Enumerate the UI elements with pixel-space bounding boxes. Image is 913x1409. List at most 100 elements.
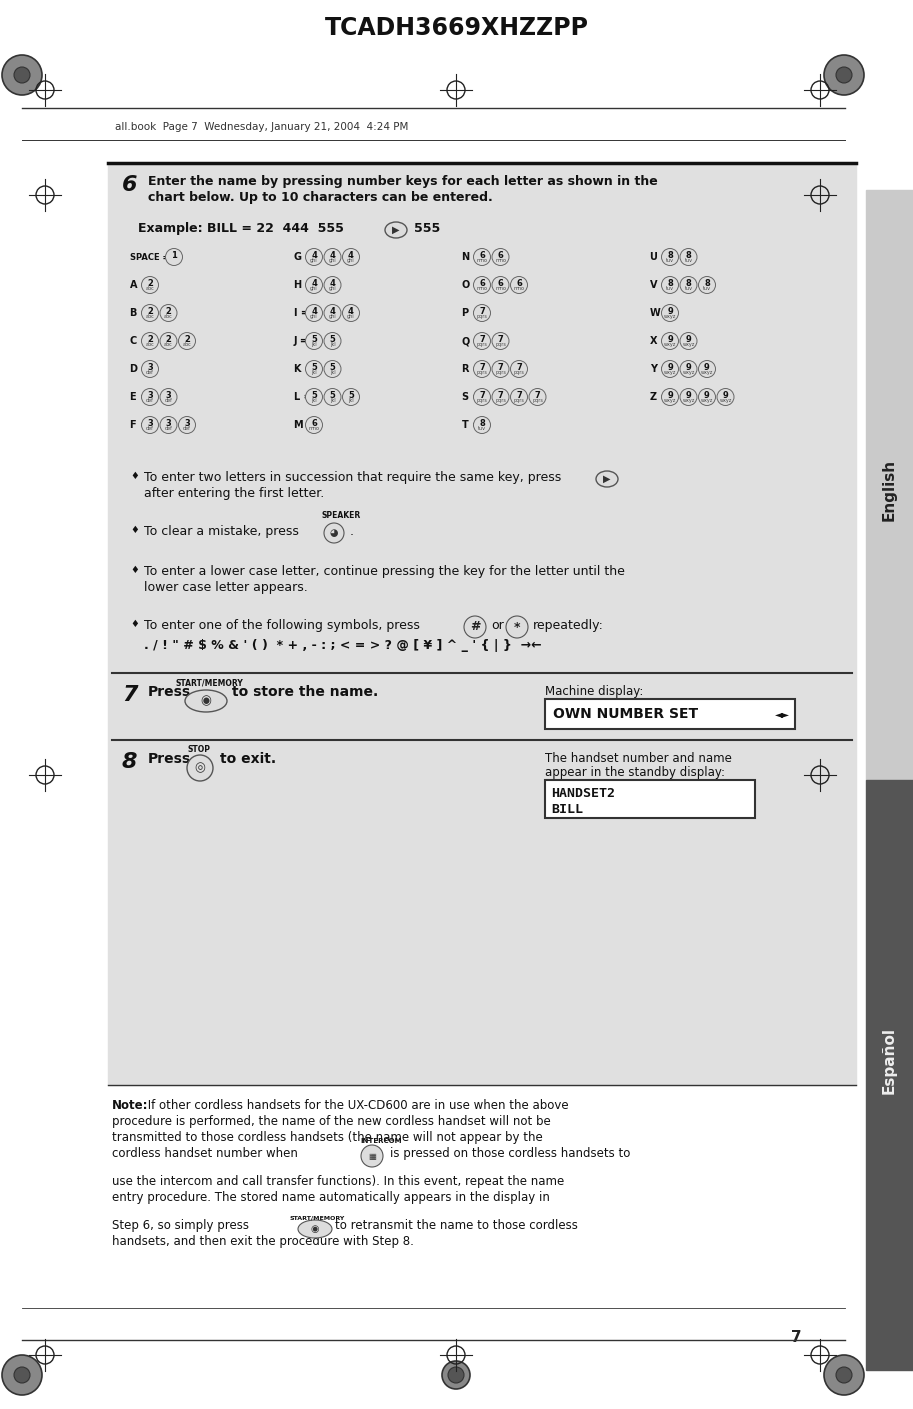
Text: 2: 2 [147,307,153,316]
Text: 7: 7 [479,392,485,400]
Text: 8: 8 [686,279,691,287]
Text: Press: Press [148,685,191,699]
Text: BILL: BILL [551,803,583,816]
Text: 4: 4 [311,307,317,316]
Text: D =: D = [130,364,150,373]
Circle shape [324,333,341,349]
Circle shape [306,417,322,434]
Text: P =: P = [462,309,480,318]
Text: 8: 8 [704,279,710,287]
Text: def: def [164,426,173,431]
Circle shape [680,361,697,378]
Text: If other cordless handsets for the UX-CD600 are in use when the above: If other cordless handsets for the UX-CD… [144,1099,569,1112]
Circle shape [160,417,177,434]
Text: pqrs: pqrs [495,371,506,375]
Text: 3: 3 [147,418,152,428]
Circle shape [492,361,509,378]
Text: G =: G = [294,252,313,262]
Text: Enter the name by pressing number keys for each letter as shown in the: Enter the name by pressing number keys f… [148,175,657,187]
Text: 2: 2 [165,335,172,344]
Circle shape [510,361,528,378]
Circle shape [717,389,734,406]
Text: to retransmit the name to those cordless: to retransmit the name to those cordless [335,1219,578,1231]
Text: wxyz: wxyz [701,397,713,403]
Circle shape [342,389,360,406]
Text: 6: 6 [498,251,503,261]
Text: abc: abc [183,342,192,347]
Text: SPEAKER: SPEAKER [322,511,362,520]
Bar [866,781,913,1370]
Text: ♦: ♦ [130,565,139,575]
Text: ghi: ghi [347,258,355,263]
Circle shape [306,248,322,265]
Text: ghi: ghi [310,258,318,263]
Circle shape [324,389,341,406]
Text: 9: 9 [722,392,729,400]
Text: 3: 3 [165,392,172,400]
Text: procedure is performed, the name of the new cordless handset will not be: procedure is performed, the name of the … [112,1115,551,1129]
Text: Example: BILL = 22  444  555: Example: BILL = 22 444 555 [138,223,344,235]
Text: pqrs: pqrs [477,314,488,318]
Text: 4: 4 [330,279,335,287]
Circle shape [179,333,195,349]
Text: handsets, and then exit the procedure with Step 8.: handsets, and then exit the procedure wi… [112,1236,414,1248]
Text: ghi: ghi [310,286,318,292]
Ellipse shape [385,223,407,238]
Text: 9: 9 [667,364,673,372]
Text: pqrs: pqrs [495,342,506,347]
Text: jkl: jkl [311,371,317,375]
Text: appear in the standby display:: appear in the standby display: [545,766,725,779]
Circle shape [160,389,177,406]
Circle shape [142,361,159,378]
Text: R =: R = [462,364,481,373]
Text: pqrs: pqrs [477,397,488,403]
Text: ghi: ghi [329,286,336,292]
Circle shape [492,276,509,293]
Bar [108,163,856,1085]
Text: wxyz: wxyz [664,371,677,375]
Text: def: def [146,397,154,403]
Circle shape [698,276,716,293]
Text: ghi: ghi [329,314,336,318]
Circle shape [662,276,678,293]
Text: 5: 5 [330,392,335,400]
Text: 5: 5 [311,392,317,400]
Text: 6: 6 [122,175,138,194]
Circle shape [306,389,322,406]
Text: OWN NUMBER SET: OWN NUMBER SET [553,707,698,721]
Circle shape [474,276,490,293]
Circle shape [824,1355,864,1395]
Text: 1: 1 [171,251,177,261]
Text: tuv: tuv [666,258,674,263]
Text: To enter one of the following symbols, press: To enter one of the following symbols, p… [144,619,420,633]
Text: pqrs: pqrs [477,371,488,375]
Text: ghi: ghi [310,314,318,318]
Text: wxyz: wxyz [682,342,695,347]
Text: 9: 9 [667,392,673,400]
Text: 9: 9 [704,364,710,372]
Text: Español: Español [882,1027,897,1093]
Text: abc: abc [164,314,173,318]
Text: pqrs: pqrs [532,397,543,403]
Text: 6: 6 [498,279,503,287]
Text: Machine display:: Machine display: [545,685,644,697]
Text: 3: 3 [184,418,190,428]
Circle shape [529,389,546,406]
Circle shape [187,755,213,781]
Text: mno: mno [513,286,524,292]
Circle shape [680,333,697,349]
Text: ◎: ◎ [194,761,205,775]
Text: 6: 6 [479,279,485,287]
Text: 7: 7 [498,364,503,372]
Text: mno: mno [309,426,320,431]
Text: to exit.: to exit. [220,752,276,766]
Circle shape [474,333,490,349]
Circle shape [14,1367,30,1384]
Text: 9: 9 [686,364,691,372]
Ellipse shape [596,471,618,488]
Text: 8: 8 [479,418,485,428]
Text: abc: abc [146,342,154,347]
Text: mno: mno [495,258,506,263]
Circle shape [2,1355,42,1395]
Text: The handset number and name: The handset number and name [545,752,732,765]
